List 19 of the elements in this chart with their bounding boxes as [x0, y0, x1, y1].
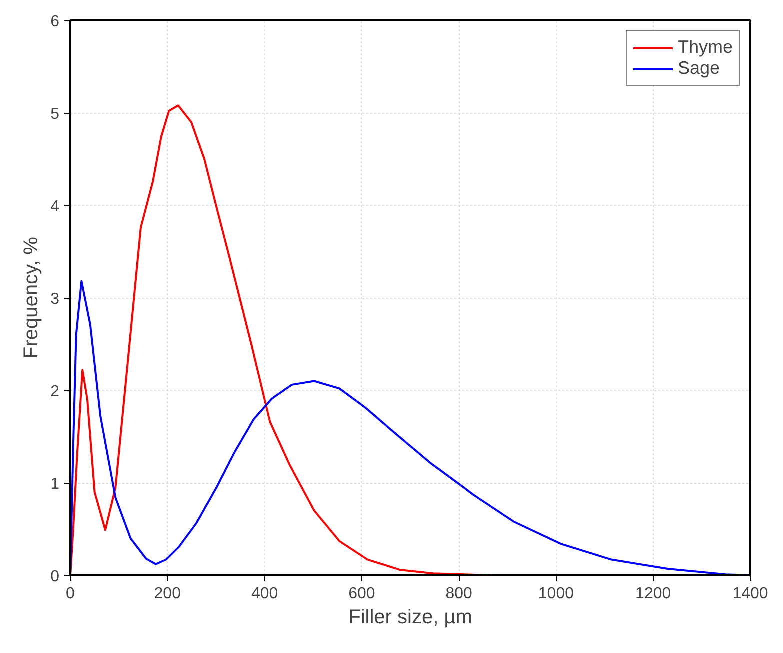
- y-tick-label: 0: [50, 568, 60, 586]
- x-tick-label: 1200: [636, 586, 672, 602]
- x-tick-label: 800: [446, 586, 473, 602]
- y-tick-label: 3: [50, 291, 60, 308]
- x-tick-label: 200: [154, 586, 182, 602]
- x-tick-label: 400: [251, 586, 278, 602]
- x-tick-label: 1000: [538, 586, 574, 602]
- y-tick-label: 6: [50, 14, 60, 30]
- x-tick-label: 0: [66, 586, 76, 602]
- y-tick-label: 5: [50, 106, 60, 123]
- x-tick-label: 600: [348, 586, 376, 602]
- y-tick-label: 1: [50, 476, 60, 493]
- x-axis-title: Filler size, µm: [348, 606, 472, 628]
- legend-label: Thyme: [678, 37, 733, 58]
- legend-label: Sage: [678, 58, 720, 79]
- y-tick-label: 2: [50, 384, 60, 400]
- y-tick-label: 4: [50, 198, 60, 216]
- y-axis-title: Frequency, %: [20, 236, 43, 359]
- x-tick-label: 1400: [732, 586, 768, 602]
